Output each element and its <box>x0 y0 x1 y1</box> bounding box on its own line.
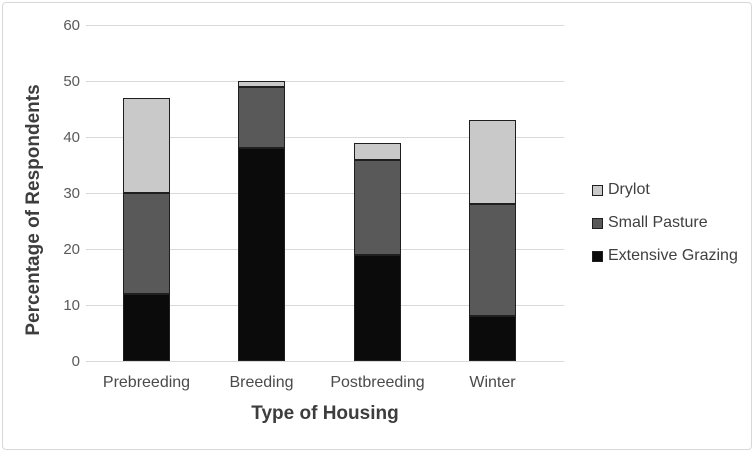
gridline-50 <box>86 81 564 82</box>
x-axis-category-label: Winter <box>469 374 516 391</box>
bar-segment-small-pasture <box>123 193 170 294</box>
bar-segment-drylot <box>469 120 516 204</box>
legend-item-small-pasture: Small Pasture <box>592 215 738 231</box>
x-axis-category-label: Prebreeding <box>102 374 191 391</box>
legend-label: Extensive Grazing <box>608 247 738 264</box>
legend-label: Drylot <box>608 181 650 198</box>
bar-segment-small-pasture <box>469 204 516 316</box>
legend-swatch-extensive-grazing <box>592 250 603 262</box>
gridline-20 <box>86 249 564 250</box>
y-axis-tick-label: 40 <box>63 129 80 146</box>
x-axis-title: Type of Housing <box>251 403 399 424</box>
bar-segment-small-pasture <box>354 159 401 255</box>
bar-segment-extensive-grazing <box>238 148 285 361</box>
gridline-60 <box>86 25 564 26</box>
bar-segment-extensive-grazing <box>354 254 401 361</box>
gridline-0 <box>86 361 564 362</box>
bar-segment-drylot <box>354 143 401 160</box>
gridline-30 <box>86 193 564 194</box>
x-axis-category-label: Postbreeding <box>330 374 425 391</box>
bar-segment-drylot <box>238 81 285 87</box>
y-axis-title: Percentage of Respondents <box>23 84 44 336</box>
bar-segment-small-pasture <box>238 86 285 149</box>
bar-prebreeding <box>123 98 170 361</box>
legend-label: Small Pasture <box>608 214 708 231</box>
legend-item-drylot: Drylot <box>592 182 738 198</box>
bar-segment-drylot <box>123 98 170 194</box>
bar-breeding <box>238 81 285 361</box>
bar-segment-extensive-grazing <box>469 316 516 361</box>
y-axis-tick-label: 60 <box>63 17 80 34</box>
bar-postbreeding <box>354 143 401 361</box>
legend-swatch-drylot <box>592 184 603 196</box>
bar-winter <box>469 120 516 361</box>
y-axis-tick-label: 50 <box>63 73 80 90</box>
y-axis-tick-label: 30 <box>63 185 80 202</box>
x-axis-category-label: Breeding <box>229 374 294 391</box>
y-axis-tick-label: 20 <box>63 241 80 258</box>
y-axis-tick-label: 10 <box>63 297 80 314</box>
legend-item-extensive-grazing: Extensive Grazing <box>592 248 738 264</box>
bar-segment-extensive-grazing <box>123 293 170 361</box>
gridline-10 <box>86 305 564 306</box>
legend-swatch-small-pasture <box>592 217 603 229</box>
legend: Drylot Small Pasture Extensive Grazing <box>592 182 738 281</box>
gridline-40 <box>86 137 564 138</box>
y-axis-tick-label: 0 <box>71 353 80 370</box>
